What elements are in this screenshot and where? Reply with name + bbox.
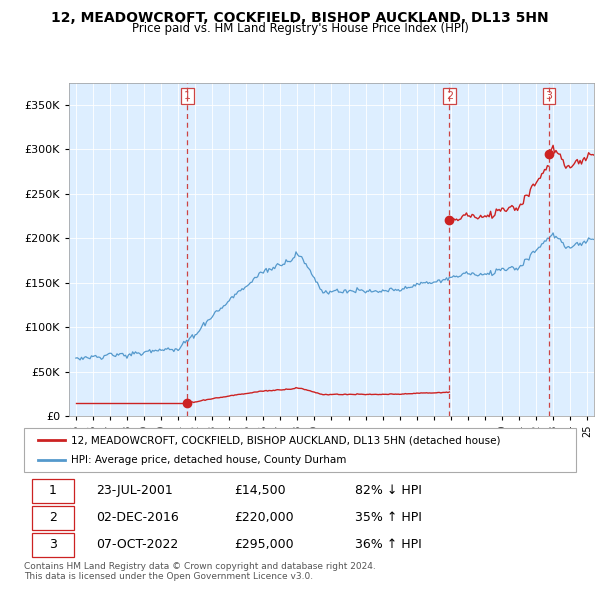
Text: 36% ↑ HPI: 36% ↑ HPI	[355, 538, 422, 551]
Text: £14,500: £14,500	[234, 484, 286, 497]
Text: 1: 1	[184, 91, 191, 101]
Bar	[32, 478, 74, 503]
Bar	[32, 506, 74, 530]
Text: Price paid vs. HM Land Registry's House Price Index (HPI): Price paid vs. HM Land Registry's House …	[131, 22, 469, 35]
Bar	[32, 533, 74, 557]
Text: 12, MEADOWCROFT, COCKFIELD, BISHOP AUCKLAND, DL13 5HN (detached house): 12, MEADOWCROFT, COCKFIELD, BISHOP AUCKL…	[71, 435, 500, 445]
Text: 02-DEC-2016: 02-DEC-2016	[96, 511, 179, 525]
Text: £295,000: £295,000	[234, 538, 293, 551]
Text: 12, MEADOWCROFT, COCKFIELD, BISHOP AUCKLAND, DL13 5HN: 12, MEADOWCROFT, COCKFIELD, BISHOP AUCKL…	[51, 11, 549, 25]
Text: HPI: Average price, detached house, County Durham: HPI: Average price, detached house, Coun…	[71, 455, 346, 464]
Text: £220,000: £220,000	[234, 511, 293, 525]
Text: 82% ↓ HPI: 82% ↓ HPI	[355, 484, 422, 497]
Text: 23-JUL-2001: 23-JUL-2001	[96, 484, 173, 497]
Text: Contains HM Land Registry data © Crown copyright and database right 2024.
This d: Contains HM Land Registry data © Crown c…	[24, 562, 376, 581]
Text: 1: 1	[49, 484, 57, 497]
Text: 07-OCT-2022: 07-OCT-2022	[96, 538, 178, 551]
Text: 3: 3	[49, 538, 57, 551]
Text: 35% ↑ HPI: 35% ↑ HPI	[355, 511, 422, 525]
Text: 3: 3	[545, 91, 553, 101]
Text: 2: 2	[49, 511, 57, 525]
Text: 2: 2	[446, 91, 453, 101]
